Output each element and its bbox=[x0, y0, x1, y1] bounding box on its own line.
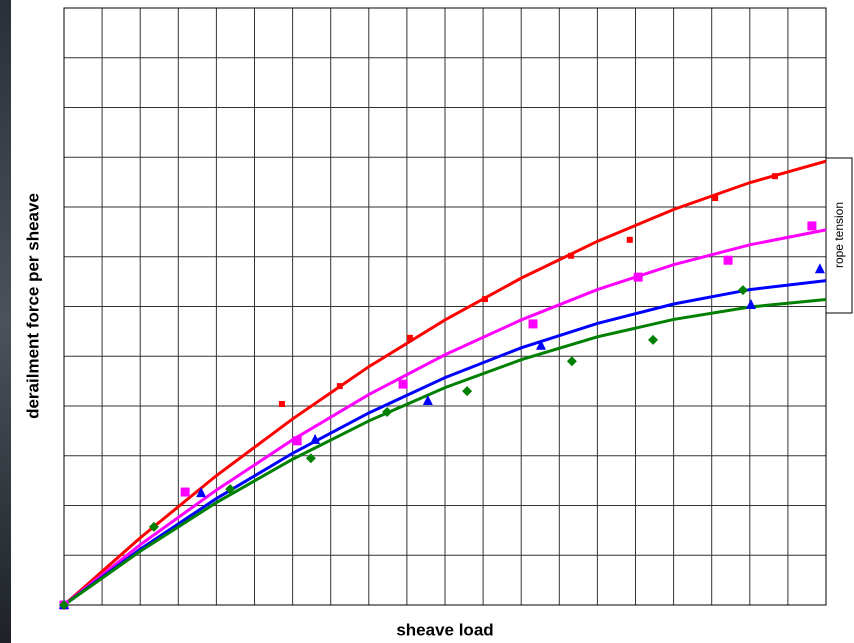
point bbox=[310, 433, 321, 444]
point bbox=[626, 236, 633, 243]
point bbox=[180, 487, 190, 497]
plot-border bbox=[63, 7, 827, 606]
point bbox=[482, 296, 489, 303]
point bbox=[462, 386, 473, 397]
point bbox=[406, 334, 413, 341]
point bbox=[566, 356, 577, 367]
point bbox=[336, 383, 343, 390]
point bbox=[278, 401, 285, 408]
fit-line bbox=[63, 228, 827, 607]
point bbox=[633, 272, 643, 282]
point bbox=[648, 334, 659, 345]
point bbox=[814, 263, 825, 274]
background-strip bbox=[0, 0, 11, 643]
point bbox=[528, 319, 538, 329]
fit-line bbox=[63, 298, 827, 607]
point bbox=[196, 487, 207, 498]
point bbox=[59, 600, 69, 610]
point bbox=[225, 484, 236, 495]
x-axis-label: sheave load bbox=[396, 620, 493, 639]
point bbox=[568, 252, 575, 259]
point bbox=[398, 379, 408, 389]
point bbox=[305, 453, 316, 464]
point bbox=[771, 173, 778, 180]
fit-line bbox=[63, 279, 827, 607]
point bbox=[422, 395, 433, 406]
legend-title: rope tension bbox=[832, 202, 846, 268]
fit-line bbox=[63, 159, 827, 607]
point bbox=[723, 255, 733, 265]
point bbox=[745, 299, 756, 310]
point bbox=[292, 436, 302, 446]
point bbox=[807, 221, 817, 231]
point bbox=[382, 406, 393, 417]
point bbox=[536, 339, 547, 350]
point bbox=[712, 195, 719, 202]
point bbox=[737, 285, 748, 296]
y-axis-label: derailment force per sheave bbox=[23, 193, 42, 419]
point bbox=[148, 521, 159, 532]
legend-box bbox=[825, 157, 853, 314]
